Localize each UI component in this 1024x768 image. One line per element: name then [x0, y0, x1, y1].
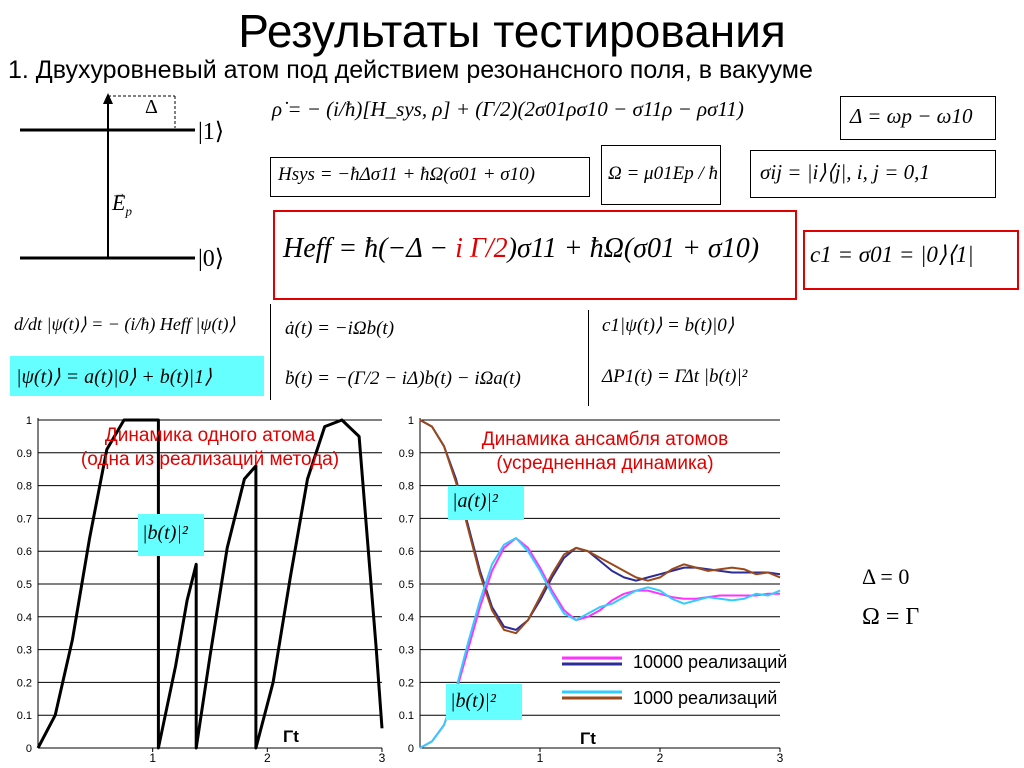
x-tick-label: 2 — [657, 751, 664, 765]
bdot-equation: ḃ(t) = −(Γ/2 − iΔ)b(t) − iΩa(t) — [285, 368, 521, 389]
rabi-box — [601, 145, 721, 205]
level-diagram — [20, 93, 195, 260]
y-tick-label: 0.5 — [399, 579, 414, 591]
series-line-1-3 — [419, 537, 781, 749]
chart2-xlabel: Γt — [580, 729, 596, 748]
b-label-box — [446, 684, 522, 720]
master-equation: ρ̇ = − (i/ħ)[H_sys, ρ] + (Γ/2)(2σ01ρσ10 … — [272, 97, 744, 121]
y-tick-label: 0.6 — [399, 546, 414, 558]
y-tick-label: 0.8 — [17, 481, 32, 493]
delta-label: Δ — [145, 96, 158, 118]
y-tick-label: 0.3 — [399, 645, 414, 657]
upper-level-label: |1⟩ — [198, 119, 225, 145]
heff-equation: Heff = ħ(−Δ − i Γ/2)σ11 + ħΩ(σ01 + σ10) — [283, 233, 760, 264]
y-tick-label: 0.9 — [399, 448, 414, 460]
a-label: |a(t)|² — [452, 490, 498, 512]
chart2-caption: Динамика ансамбля атомов (усредненная дин… — [481, 429, 729, 474]
y-tick-label: 0 — [26, 743, 32, 755]
y-tick-label: 0.8 — [399, 481, 414, 493]
y-tick-label: 0.6 — [17, 546, 32, 558]
y-tick-label: 0.4 — [399, 612, 414, 624]
page-title: Результаты тестирования — [238, 5, 786, 57]
y-tick-label: 0.5 — [17, 579, 32, 591]
omega-gamma: Ω = Γ — [862, 604, 920, 630]
arrow-head — [103, 93, 113, 104]
series-line-1-1 — [419, 537, 780, 749]
y-tick-label: 0 — [408, 743, 414, 755]
series-line-1-2 — [419, 419, 781, 635]
vector-arrow-icon: → — [114, 186, 126, 200]
rabi-equation: Ω = μ01Ep / ħ — [608, 163, 718, 184]
sigma-equation: σij = |i⟩⟨j|, i, j = 0,1 — [760, 160, 930, 184]
psi-equation: |ψ(t)⟩ = a(t)|0⟩ + b(t)|1⟩ — [16, 366, 212, 388]
x-tick-label: 1 — [149, 751, 156, 765]
delta-zero: Δ = 0 — [862, 564, 910, 589]
hsys-equation: Hsys = −ħΔσ11 + ħΩ(σ01 + σ10) — [278, 164, 535, 185]
separator — [270, 304, 271, 400]
y-tick-label: 1 — [26, 415, 32, 427]
heff-box — [273, 210, 797, 300]
b-label: |b(t)|² — [450, 690, 496, 712]
legend-entry-1000: 1000 реализаций — [633, 688, 778, 708]
y-tick-label: 0.2 — [399, 677, 414, 689]
x-tick-label: 2 — [264, 751, 271, 765]
c1-equation: c1 = σ01 = |0⟩⟨1| — [810, 242, 974, 267]
jump-equation: c1|ψ(t)⟩ = b(t)|0⟩ — [602, 315, 735, 336]
chart1-series-label-box — [138, 514, 204, 556]
probability-equation: ΔP1(t) = ΓΔt |b(t)|² — [602, 366, 748, 387]
chart1-xlabel: Γt — [283, 727, 299, 746]
detuning-equation: Δ = ωp − ω10 — [850, 104, 973, 128]
schrodinger-equation: d/dt |ψ(t)⟩ = − (i/ħ) Heff |ψ(t)⟩ — [14, 314, 236, 334]
adot-equation: ȧ(t) = −iΩb(t) — [285, 318, 395, 339]
detuning-box — [840, 96, 996, 140]
sigma-box — [750, 150, 996, 198]
hsys-box — [270, 157, 590, 197]
y-tick-label: 0.9 — [17, 448, 32, 460]
field-label: Ep — [112, 190, 132, 219]
x-tick-label: 3 — [777, 751, 784, 765]
y-tick-label: 0.1 — [399, 710, 414, 722]
section-heading: 1. Двухуровневый атом под действием резо… — [8, 56, 813, 84]
y-tick-label: 0.3 — [17, 645, 32, 657]
chart1-caption: Динамика одного атома (одна из реализаций… — [80, 425, 340, 470]
legend-lines — [562, 656, 622, 700]
legend-entry-10000: 10000 реализаций — [633, 652, 788, 672]
c1-box — [803, 230, 1019, 290]
lower-level-label: |0⟩ — [198, 246, 225, 272]
y-tick-label: 0.1 — [17, 710, 32, 722]
x-tick-label: 3 — [379, 751, 386, 765]
a-label-box — [448, 486, 524, 520]
y-tick-label: 0.7 — [17, 513, 32, 525]
series-line-0-0 — [36, 418, 384, 750]
psi-box — [10, 356, 264, 396]
x-tick-label: 1 — [537, 751, 544, 765]
chart1-series-label: |b(t)|² — [142, 522, 188, 544]
y-tick-label: 0.7 — [399, 513, 414, 525]
y-tick-label: 0.4 — [17, 612, 32, 624]
y-tick-label: 0.2 — [17, 677, 32, 689]
y-tick-label: 1 — [408, 415, 414, 427]
single-atom-chart: 0 0.1 0.2 0.3 0.4 0.5 0.6 0.7 0.8 0.9 1 1 2 3 — [17, 415, 386, 765]
separator — [588, 310, 589, 406]
ensemble-chart: 0 0.1 0.2 0.3 0.4 0.5 0.6 0.7 0.8 0.9 1 1 2 3 — [399, 415, 784, 765]
